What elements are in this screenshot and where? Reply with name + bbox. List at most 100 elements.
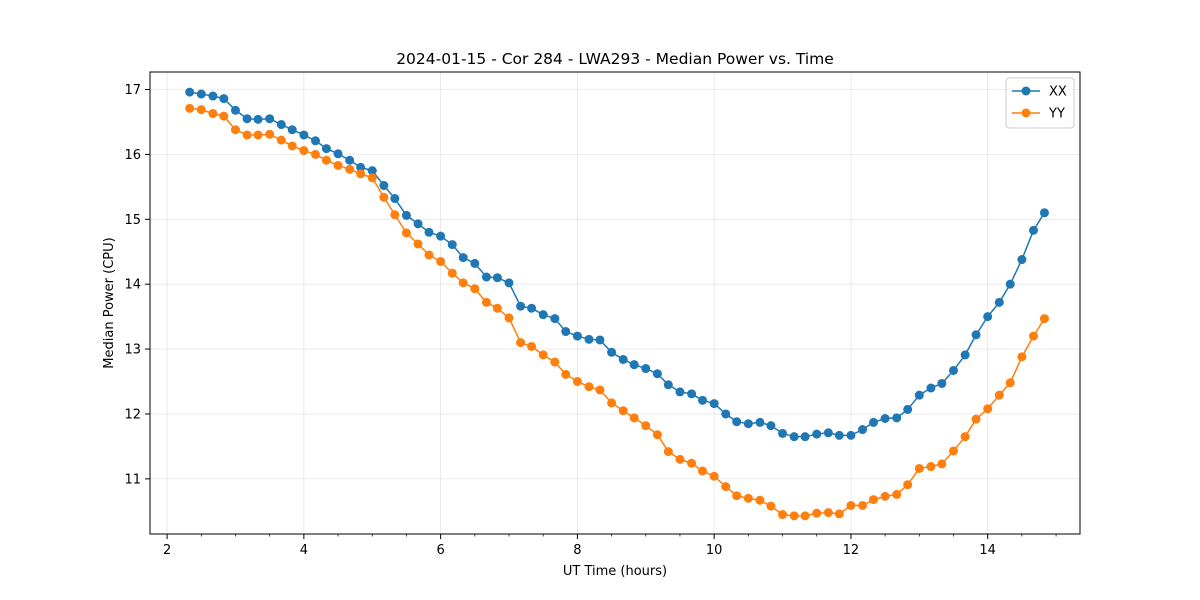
data-point-xx (413, 219, 423, 229)
data-point-yy (185, 103, 195, 113)
data-point-yy (652, 430, 662, 440)
data-point-xx (481, 272, 491, 282)
data-point-yy (960, 432, 970, 442)
data-point-yy (504, 313, 514, 323)
data-point-yy (481, 297, 491, 307)
grid (150, 72, 1080, 534)
legend-item-xx: XX (1012, 85, 1067, 100)
data-point-xx (778, 428, 788, 438)
data-point-yy (356, 169, 366, 179)
data-point-xx (196, 89, 206, 99)
data-point-yy (219, 111, 229, 121)
data-point-yy (709, 471, 719, 481)
data-point-xx (1039, 208, 1049, 218)
data-point-yy (379, 192, 389, 202)
data-point-xx (858, 425, 868, 435)
data-point-yy (390, 210, 400, 220)
data-point-xx (960, 350, 970, 360)
data-point-xx (287, 125, 297, 135)
data-point-yy (834, 509, 844, 519)
data-point-yy (994, 390, 1004, 400)
data-point-yy (242, 130, 252, 140)
data-point-yy (253, 130, 263, 140)
legend-label: YY (1048, 107, 1065, 122)
data-point-yy (1039, 314, 1049, 324)
y-tick-label: 11 (124, 472, 141, 487)
data-point-yy (321, 155, 331, 165)
data-point-xx (1005, 279, 1015, 289)
data-point-yy (299, 146, 309, 156)
series-line-xx (189, 91, 1046, 438)
data-point-xx (629, 360, 639, 370)
data-point-xx (458, 253, 468, 263)
x-tick-label: 10 (706, 543, 723, 558)
legend-marker (1021, 108, 1031, 118)
series-layer (185, 87, 1049, 521)
data-point-yy (629, 413, 639, 423)
data-point-xx (834, 430, 844, 440)
data-point-yy (732, 491, 742, 501)
data-point-xx (971, 330, 981, 340)
data-point-xx (424, 227, 434, 237)
data-point-xx (595, 335, 605, 345)
data-point-xx (310, 136, 320, 146)
data-point-xx (572, 331, 582, 341)
data-point-yy (868, 495, 878, 505)
data-point-xx (550, 314, 560, 324)
data-point-yy (983, 404, 993, 414)
data-point-yy (766, 501, 776, 511)
data-point-xx (253, 114, 263, 124)
data-point-yy (1029, 331, 1038, 341)
x-tick-label: 8 (573, 543, 581, 558)
data-point-xx (504, 278, 514, 288)
data-point-yy (971, 414, 981, 424)
data-point-yy (561, 369, 571, 379)
data-point-xx (584, 334, 594, 344)
data-point-xx (1029, 225, 1038, 235)
data-point-yy (721, 482, 731, 492)
y-tick-label: 16 (124, 148, 141, 163)
data-point-yy (687, 458, 697, 468)
data-point-yy (892, 489, 902, 499)
data-point-yy (641, 421, 651, 431)
data-point-yy (196, 105, 206, 115)
x-tick-label: 2 (163, 543, 171, 558)
data-point-xx (892, 413, 902, 423)
data-point-xx (242, 114, 252, 124)
data-point-xx (447, 240, 457, 250)
data-point-yy (937, 459, 947, 469)
data-point-xx (675, 387, 685, 397)
data-point-yy (743, 493, 753, 503)
legend-item-yy: YY (1012, 107, 1065, 122)
data-point-xx (926, 383, 936, 393)
data-point-xx (527, 303, 537, 313)
data-point-xx (208, 91, 218, 101)
data-point-xx (618, 354, 628, 364)
data-point-yy (618, 406, 628, 416)
data-point-xx (265, 114, 275, 124)
data-point-yy (458, 278, 468, 288)
y-tick-label: 17 (124, 83, 141, 98)
data-point-yy (1005, 378, 1015, 388)
data-point-yy (470, 284, 480, 294)
data-point-xx (800, 432, 810, 442)
data-point-xx (230, 105, 240, 115)
data-point-yy (948, 446, 958, 456)
data-point-xx (538, 310, 548, 320)
data-point-xx (492, 273, 502, 283)
data-point-xx (652, 369, 662, 379)
data-point-xx (687, 389, 697, 399)
data-point-yy (447, 268, 457, 278)
data-point-yy (527, 341, 537, 351)
data-point-xx (846, 430, 856, 440)
data-point-xx (299, 130, 309, 140)
data-point-yy (755, 495, 765, 505)
data-point-yy (276, 135, 286, 145)
data-point-xx (868, 417, 878, 427)
data-point-yy (572, 377, 582, 387)
data-point-yy (595, 385, 605, 395)
data-point-xx (698, 395, 708, 405)
data-point-yy (846, 500, 856, 510)
data-point-xx (356, 162, 366, 172)
data-point-yy (333, 160, 343, 170)
